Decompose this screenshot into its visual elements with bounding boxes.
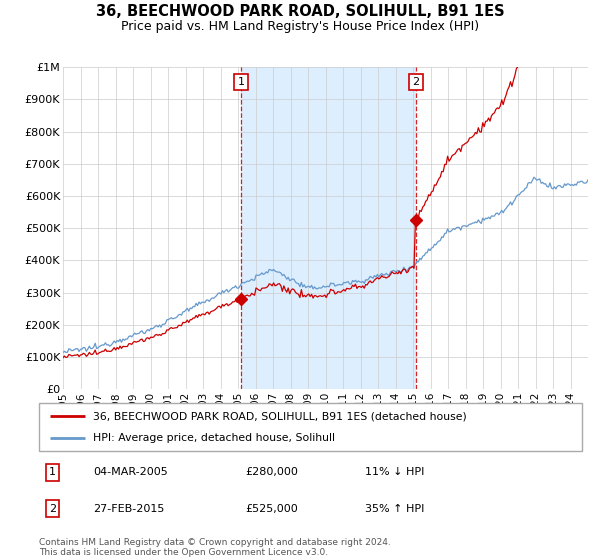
Text: 2: 2 bbox=[49, 504, 56, 514]
Text: 27-FEB-2015: 27-FEB-2015 bbox=[94, 504, 164, 514]
Text: 1: 1 bbox=[238, 77, 244, 87]
Text: £525,000: £525,000 bbox=[245, 504, 298, 514]
Text: 11% ↓ HPI: 11% ↓ HPI bbox=[365, 468, 424, 478]
Text: 2: 2 bbox=[412, 77, 419, 87]
Text: 35% ↑ HPI: 35% ↑ HPI bbox=[365, 504, 424, 514]
Text: 36, BEECHWOOD PARK ROAD, SOLIHULL, B91 1ES (detached house): 36, BEECHWOOD PARK ROAD, SOLIHULL, B91 1… bbox=[94, 411, 467, 421]
Text: £280,000: £280,000 bbox=[245, 468, 298, 478]
Text: 04-MAR-2005: 04-MAR-2005 bbox=[94, 468, 168, 478]
Text: Contains HM Land Registry data © Crown copyright and database right 2024.
This d: Contains HM Land Registry data © Crown c… bbox=[39, 538, 391, 557]
FancyBboxPatch shape bbox=[39, 403, 582, 451]
Text: 1: 1 bbox=[49, 468, 56, 478]
Text: 36, BEECHWOOD PARK ROAD, SOLIHULL, B91 1ES: 36, BEECHWOOD PARK ROAD, SOLIHULL, B91 1… bbox=[95, 4, 505, 19]
Bar bbox=[241, 67, 416, 389]
Text: HPI: Average price, detached house, Solihull: HPI: Average price, detached house, Soli… bbox=[94, 433, 335, 443]
Text: Price paid vs. HM Land Registry's House Price Index (HPI): Price paid vs. HM Land Registry's House … bbox=[121, 20, 479, 32]
